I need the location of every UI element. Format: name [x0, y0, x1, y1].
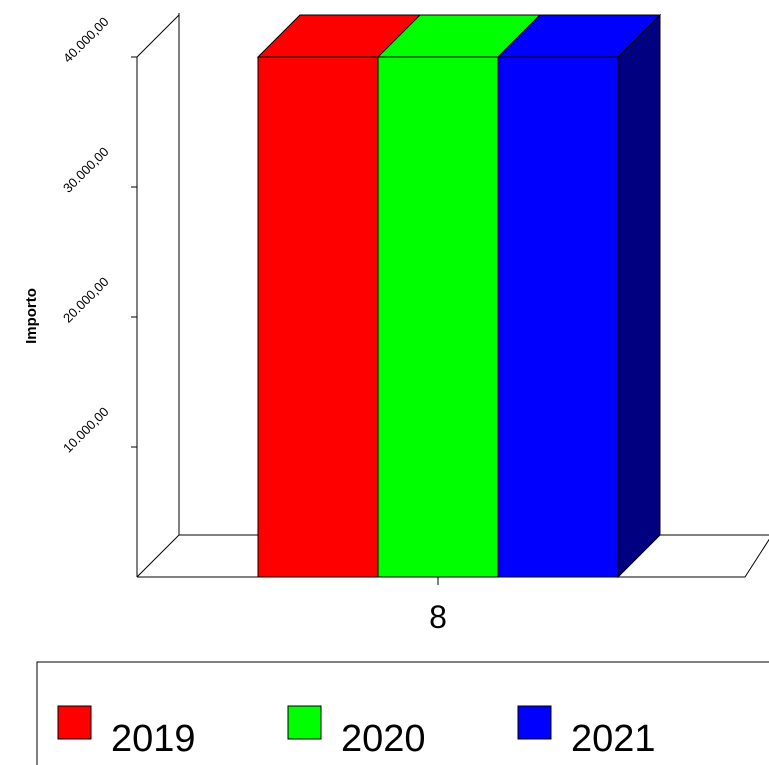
legend: 2019 2020 2021 — [36, 661, 769, 765]
bar-2020 — [376, 14, 542, 578]
y-tick-label: 40.000,00 — [60, 14, 112, 66]
bar-side-face — [617, 13, 661, 579]
legend-swatch-2021 — [517, 705, 552, 740]
bar-front-face — [377, 56, 499, 578]
legend-swatch-2019 — [57, 705, 92, 740]
y-tick-label: 30.000,00 — [60, 144, 112, 196]
legend-label-2020: 2020 — [341, 718, 426, 760]
y-axis-label: Importo — [23, 288, 40, 344]
bar-2021 — [496, 13, 662, 579]
legend-label-2021: 2021 — [571, 718, 656, 760]
y-axis-top-edge — [136, 14, 180, 58]
legend-label-2019: 2019 — [111, 718, 196, 760]
legend-swatch-2020 — [287, 705, 322, 740]
bar-front-face — [497, 56, 619, 578]
y-tick-label: 20.000,00 — [60, 274, 112, 326]
bar-front-face — [257, 56, 379, 578]
y-tick-label: 10.000,00 — [60, 404, 112, 456]
legend-box — [36, 661, 769, 765]
chart-bars — [256, 13, 662, 579]
x-category-label: 8 — [429, 599, 447, 635]
chart-labels: Importo 8 — [23, 288, 447, 635]
